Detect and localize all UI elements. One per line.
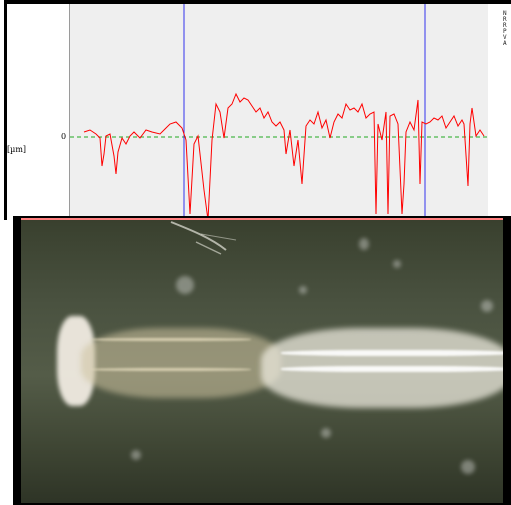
side-label: A: [503, 40, 507, 47]
dust-speck: [321, 428, 331, 438]
wear-streak-line: [281, 350, 503, 356]
y-axis-tick-zero: 0: [61, 132, 67, 141]
side-label: V: [503, 34, 507, 41]
photo-panel: [13, 216, 511, 505]
side-label: N: [503, 10, 507, 17]
dust-speck: [299, 286, 307, 294]
image-border-edge: [503, 216, 511, 505]
wear-streak-line: [91, 368, 251, 371]
fiber-lines: [170, 221, 237, 255]
side-legend: N R R P V A: [503, 11, 511, 47]
dust-speck: [359, 238, 369, 250]
side-label: P: [503, 28, 507, 35]
roughness-trace: [83, 92, 485, 220]
wear-streak-line: [281, 366, 503, 372]
surface-microscope-image: [21, 218, 503, 503]
profile-window: 0 [µm] N R R P V A: [4, 0, 511, 220]
dust-speck: [176, 276, 194, 294]
wear-streak-line: [91, 338, 251, 341]
profile-plot-area: [69, 4, 488, 220]
profile-chart: [70, 4, 488, 220]
side-label: R: [503, 22, 507, 29]
dust-speck: [393, 260, 401, 268]
dust-speck: [461, 460, 475, 474]
y-axis-unit-label: [µm]: [7, 145, 27, 154]
side-label: R: [503, 16, 507, 23]
dust-speck: [131, 450, 141, 460]
dust-speck: [481, 300, 493, 312]
